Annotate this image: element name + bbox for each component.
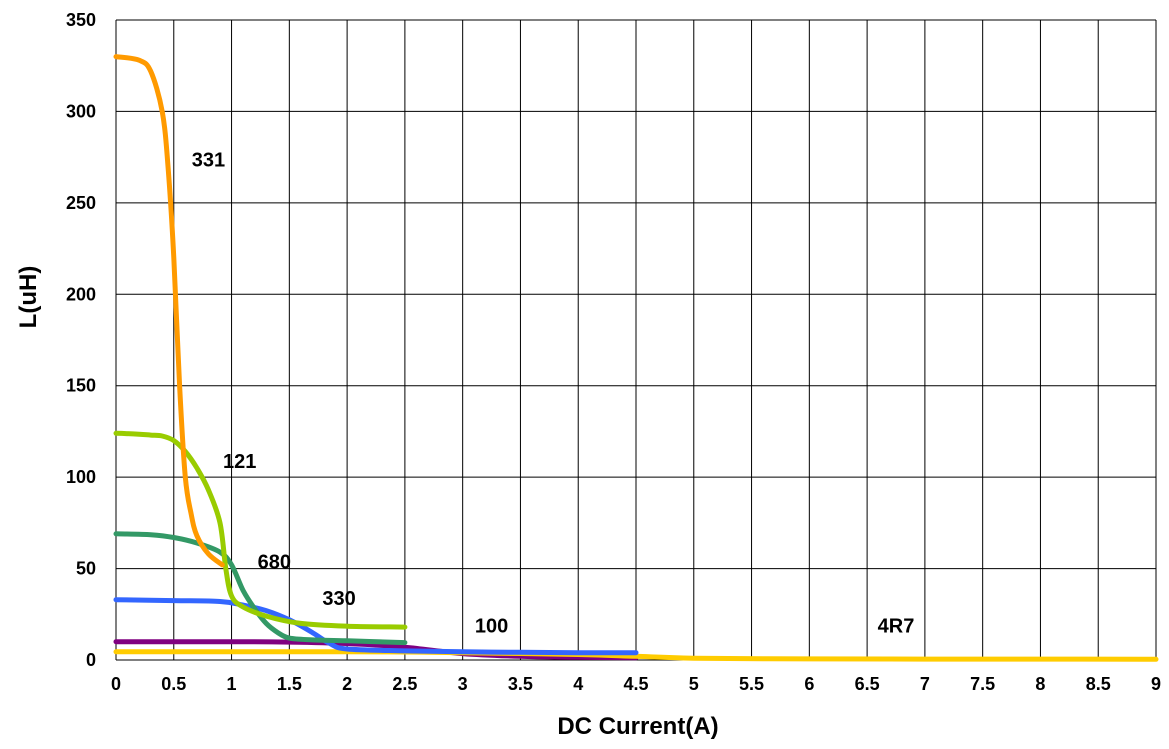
- x-tick-label: 4.5: [623, 674, 648, 694]
- x-tick-label: 1.5: [277, 674, 302, 694]
- series-line-331: [113, 54, 225, 568]
- series-label-330: 330: [322, 588, 355, 610]
- series-lines: [113, 54, 1159, 662]
- y-tick-label: 200: [66, 284, 96, 304]
- x-tick-label: 8: [1035, 674, 1045, 694]
- x-tick-label: 4: [573, 674, 583, 694]
- y-tick-label: 300: [66, 101, 96, 121]
- x-tick-labels: 0 0.5 1 1.5 2 2.5 3 3.5 4 4.5 5 5.5 6 6.5 7 7.5 8 8.5 9: [111, 674, 1161, 694]
- series-label-680: 680: [258, 552, 291, 574]
- series-line-4r7: [113, 649, 1159, 662]
- x-tick-label: 7.5: [970, 674, 995, 694]
- series-line-100: [113, 639, 639, 661]
- y-tick-label: 150: [66, 376, 96, 396]
- y-tick-labels: 0 50 100 150 200 250 300 350: [66, 10, 96, 670]
- x-tick-label: 1: [227, 674, 237, 694]
- x-tick-label: 6: [804, 674, 814, 694]
- x-tick-label: 2.5: [392, 674, 417, 694]
- y-tick-label: 50: [76, 559, 96, 579]
- series-label-100: 100: [475, 616, 508, 638]
- series-line-121: [113, 430, 408, 630]
- series-label-4r7: 4R7: [878, 616, 915, 638]
- x-tick-label: 3.5: [508, 674, 533, 694]
- x-tick-label: 0: [111, 674, 121, 694]
- grid: [115, 19, 1157, 661]
- series-line-680: [113, 531, 408, 646]
- y-tick-label: 250: [66, 193, 96, 213]
- series-annotations: 331 121 680 330 100 4R7: [192, 149, 915, 637]
- series-label-121: 121: [223, 451, 256, 473]
- y-tick-label: 0: [86, 650, 96, 670]
- series-label-331: 331: [192, 149, 225, 171]
- x-tick-label: 7: [920, 674, 930, 694]
- x-tick-label: 0.5: [161, 674, 186, 694]
- x-tick-label: 3: [458, 674, 468, 694]
- y-tick-label: 100: [66, 467, 96, 487]
- x-tick-label: 8.5: [1086, 674, 1111, 694]
- x-tick-label: 2: [342, 674, 352, 694]
- x-tick-label: 9: [1151, 674, 1161, 694]
- y-axis-title: L(uH): [15, 266, 42, 329]
- x-tick-label: 5.5: [739, 674, 764, 694]
- x-tick-label: 5: [689, 674, 699, 694]
- x-axis-title: DC Current(A): [557, 713, 718, 740]
- x-tick-label: 6.5: [855, 674, 880, 694]
- y-tick-label: 350: [66, 10, 96, 30]
